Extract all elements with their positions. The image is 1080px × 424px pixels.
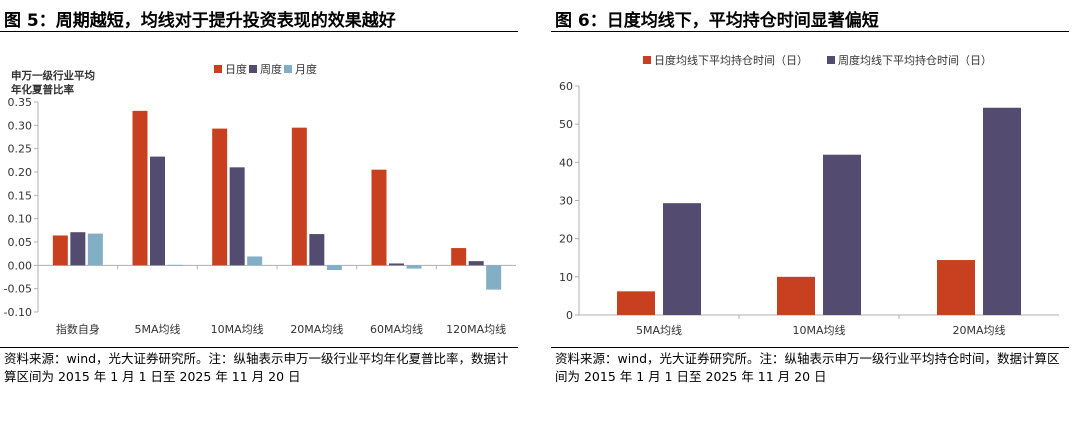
bar-周度-60MA均线 (389, 263, 404, 266)
y-tick-label: 0.25 (8, 143, 33, 156)
bar-日度均线下平均持仓时间（日）-5MA均线 (617, 291, 655, 315)
y-tick-label: 50 (559, 118, 573, 131)
bar-日度-60MA均线 (371, 169, 387, 266)
bar-日度-120MA均线 (451, 248, 467, 266)
figure-6-panel: 图 6：日度均线下，平均持仓时间显著偏短 日度均线下平均持仓时间（日） 周度均线下… (551, 0, 1073, 424)
bar-日度-5MA均线 (132, 110, 148, 266)
bar-月度-指数自身 (87, 233, 103, 266)
figure-5-source-rule (0, 347, 518, 348)
bar-月度-10MA均线 (247, 256, 263, 266)
y-tick-label: 0.15 (8, 189, 33, 202)
bar-月度-5MA均线 (167, 264, 183, 266)
x-category-label: 20MA均线 (952, 323, 1005, 337)
legend-label-1: 周度均线下平均持仓时间（日） (838, 53, 992, 67)
y-tick-label: 0.10 (8, 213, 33, 226)
figure-6-title: 图 6：日度均线下，平均持仓时间显著偏短 (555, 11, 879, 31)
figure-5-title: 图 5：周期越短，均线对于提升投资表现的效果越好 (4, 11, 396, 31)
figure-5-source-note: 资料来源：wind，光大证券研究所。注：纵轴表示申万一级行业平均年化夏普比率，数… (4, 351, 509, 384)
legend-swatch-2 (284, 65, 292, 73)
bar-周度-10MA均线 (229, 167, 245, 266)
x-category-label: 5MA均线 (636, 323, 682, 337)
legend-label-0: 日度均线下平均持仓时间（日） (654, 53, 808, 67)
bar-日度均线下平均持仓时间（日）-20MA均线 (937, 260, 975, 315)
y-tick-label: 40 (559, 156, 573, 169)
y-tick-label: 0 (566, 309, 573, 322)
y-axis-title-line-0: 申万一级行业平均 (11, 69, 95, 82)
figure-6-title-rule (551, 31, 1069, 32)
legend-label-2: 月度 (295, 62, 317, 76)
bar-周度-5MA均线 (150, 156, 165, 266)
legend-swatch-1 (249, 65, 257, 73)
legend-swatch-0 (643, 56, 651, 64)
y-tick-label: 10 (559, 271, 573, 284)
bar-周度-20MA均线 (309, 234, 325, 266)
x-category-label: 5MA均线 (134, 322, 180, 336)
x-category-label: 10MA均线 (792, 323, 845, 337)
figure-5-title-rule (0, 31, 518, 32)
bar-日度-指数自身 (52, 235, 68, 266)
bar-日度-20MA均线 (291, 127, 307, 266)
bar-周度均线下平均持仓时间（日）-10MA均线 (823, 154, 861, 315)
y-axis-title-line-1: 年化夏普比率 (11, 83, 74, 96)
bar-周度均线下平均持仓时间（日）-5MA均线 (663, 203, 701, 315)
x-category-label: 10MA均线 (211, 322, 264, 336)
y-tick-label: 0.00 (8, 259, 33, 272)
bar-月度-20MA均线 (326, 265, 342, 270)
y-tick-label: 0.05 (8, 236, 33, 249)
y-tick-label: 30 (559, 195, 573, 208)
y-tick-label: -0.05 (4, 283, 32, 296)
figure-6-source-note: 资料来源：wind，光大证券研究所。注：纵轴表示申万一级行业平均持仓时间，数据计… (555, 351, 1060, 384)
x-category-label: 120MA均线 (446, 322, 506, 336)
bar-日度均线下平均持仓时间（日）-10MA均线 (777, 276, 815, 315)
bar-月度-120MA均线 (486, 265, 502, 290)
y-tick-label: 20 (559, 233, 573, 246)
bar-周度均线下平均持仓时间（日）-20MA均线 (983, 107, 1021, 315)
legend-swatch-1 (827, 56, 835, 64)
y-tick-label: 0.30 (8, 119, 33, 132)
bar-月度-60MA均线 (406, 265, 422, 269)
holding-period-bar-chart: 日度均线下平均持仓时间（日） 周度均线下平均持仓时间（日） 60 50 40 30 20 10… (559, 53, 1059, 337)
bar-日度-10MA均线 (212, 128, 228, 266)
x-category-label: 指数自身 (56, 322, 100, 336)
figure-6-source-rule (551, 347, 1069, 348)
y-tick-label: 60 (559, 80, 573, 93)
x-category-label: 60MA均线 (370, 322, 423, 336)
bar-周度-120MA均线 (468, 261, 484, 266)
y-tick-label: 0.35 (8, 96, 33, 109)
y-tick-label: -0.10 (4, 306, 32, 319)
legend-label-0: 日度 (225, 62, 247, 76)
y-tick-label: 0.20 (8, 166, 33, 179)
legend-label-1: 周度 (260, 62, 282, 76)
figure-5-panel: 图 5：周期越短，均线对于提升投资表现的效果越好 日度 周度 月度申万一级行业平均年… (0, 0, 522, 424)
legend-swatch-0 (214, 65, 222, 73)
x-category-label: 20MA均线 (290, 322, 343, 336)
bar-周度-指数自身 (70, 232, 86, 266)
